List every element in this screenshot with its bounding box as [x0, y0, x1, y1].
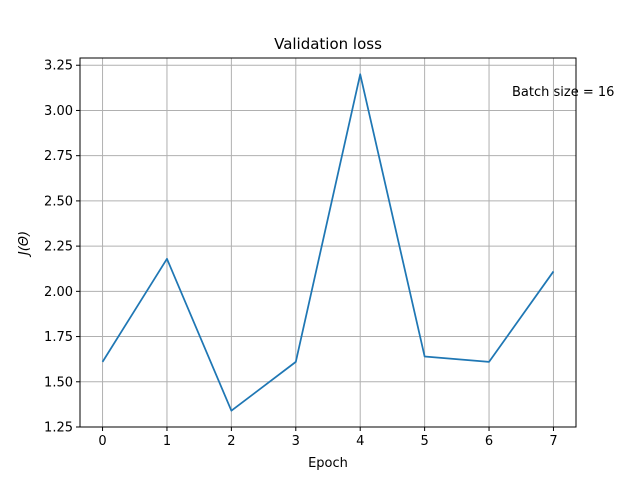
- y-tick-label: 3.00: [44, 104, 73, 119]
- series-layer: [101, 73, 555, 412]
- x-tick-label: 6: [485, 434, 493, 449]
- y-tick-label: 2.25: [44, 240, 73, 255]
- axes-frame: [79, 57, 577, 428]
- x-tick-label: 2: [227, 434, 235, 449]
- ticks: 0 1 2 3 4 5 6 7 1.25 1.50 1.75 2.00 2.25 2.50 2.75 3.00…: [44, 59, 558, 449]
- y-tick-label: 2.75: [44, 149, 73, 164]
- loss-series-line: [101, 73, 555, 412]
- x-tick-label: 1: [163, 434, 171, 449]
- x-tick-label: 0: [98, 434, 106, 449]
- y-tick-label: 3.25: [44, 59, 73, 74]
- y-tick-label: 2.00: [44, 285, 73, 300]
- batch-size-annotation: Batch size = 16: [512, 85, 614, 100]
- grid: [80, 58, 576, 428]
- x-tick-label: 5: [420, 434, 428, 449]
- x-tick-label: 7: [549, 434, 557, 449]
- y-tick-label: 1.50: [44, 375, 73, 390]
- y-axis-label: J(Θ): [17, 231, 32, 258]
- y-tick-label: 1.25: [44, 421, 73, 436]
- y-tick-label: 1.75: [44, 330, 73, 345]
- x-tick-label: 3: [292, 434, 300, 449]
- y-tick-label: 2.50: [44, 194, 73, 209]
- x-axis-label: Epoch: [308, 456, 348, 471]
- chart-title: Validation loss: [274, 35, 382, 53]
- x-tick-label: 4: [356, 434, 364, 449]
